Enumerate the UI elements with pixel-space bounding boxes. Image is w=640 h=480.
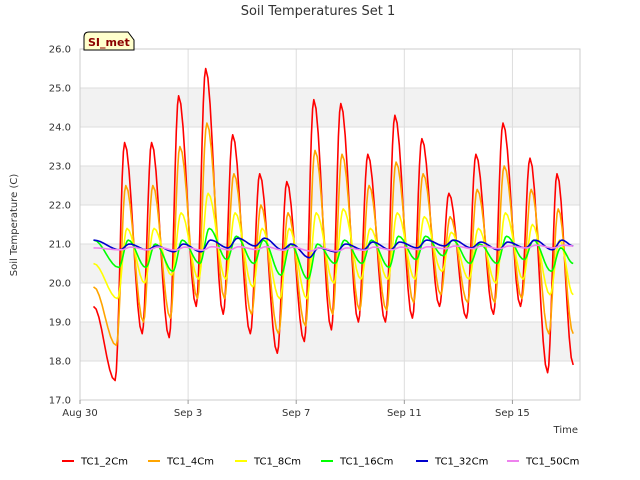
site-badge: SI_met: [83, 31, 135, 51]
chart-title: Soil Temperatures Set 1: [241, 4, 396, 19]
x-tick-label: Sep 3: [174, 408, 202, 419]
series-line-tc1-50cm: [93, 244, 574, 252]
y-tick-label: 21.0: [49, 240, 71, 251]
plot-band: [80, 88, 580, 127]
y-axis-label: Soil Temperature (C): [9, 174, 20, 277]
legend: TC1_2Cm TC1_4Cm TC1_8Cm TC1_16Cm TC1_32Cm TC1…: [62, 457, 579, 468]
plot-frame: [79, 48, 581, 401]
y-tick-label: 26.0: [49, 45, 71, 56]
legend-label: TC1_50Cm: [525, 457, 579, 468]
y-tick-label: 18.0: [49, 357, 71, 368]
y-tick-label: 19.0: [49, 318, 71, 329]
y-tick-label: 22.0: [49, 201, 71, 212]
series-line-tc1-16cm: [93, 227, 574, 280]
y-tick-label: 23.0: [49, 162, 71, 173]
legend-label: TC1_4Cm: [166, 457, 214, 468]
legend-label: TC1_32Cm: [434, 457, 488, 468]
y-tick-label: 25.0: [49, 84, 71, 95]
x-axis-label: Time: [553, 425, 578, 436]
plot-area: [80, 49, 580, 400]
series-line-tc1-4cm: [93, 122, 574, 347]
legend-label: TC1_2Cm: [80, 457, 128, 468]
y-tick-label: 24.0: [49, 123, 71, 134]
series-lines: [92, 67, 574, 382]
legend-label: TC1_8Cm: [253, 457, 301, 468]
x-tick-label: Sep 15: [495, 408, 530, 419]
legend-label: TC1_16Cm: [339, 457, 393, 468]
x-tick-labels: Aug 30 Sep 3 Sep 7 Sep 11 Sep 15: [62, 400, 530, 419]
plot-band: [80, 322, 580, 361]
site-badge-label: SI_met: [88, 36, 130, 49]
y-tick-label: 20.0: [49, 279, 71, 290]
y-tick-labels: 17.0 18.0 19.0 20.0 21.0 22.0 23.0 24.0 25.0 26.0: [49, 45, 71, 407]
series-line-tc1-8cm: [93, 192, 574, 300]
x-tick-label: Sep 7: [282, 408, 310, 419]
y-tick-label: 17.0: [49, 396, 71, 407]
x-tick-label: Sep 11: [387, 408, 422, 419]
plot-band: [80, 166, 580, 205]
x-tick-label: Aug 30: [62, 408, 97, 419]
